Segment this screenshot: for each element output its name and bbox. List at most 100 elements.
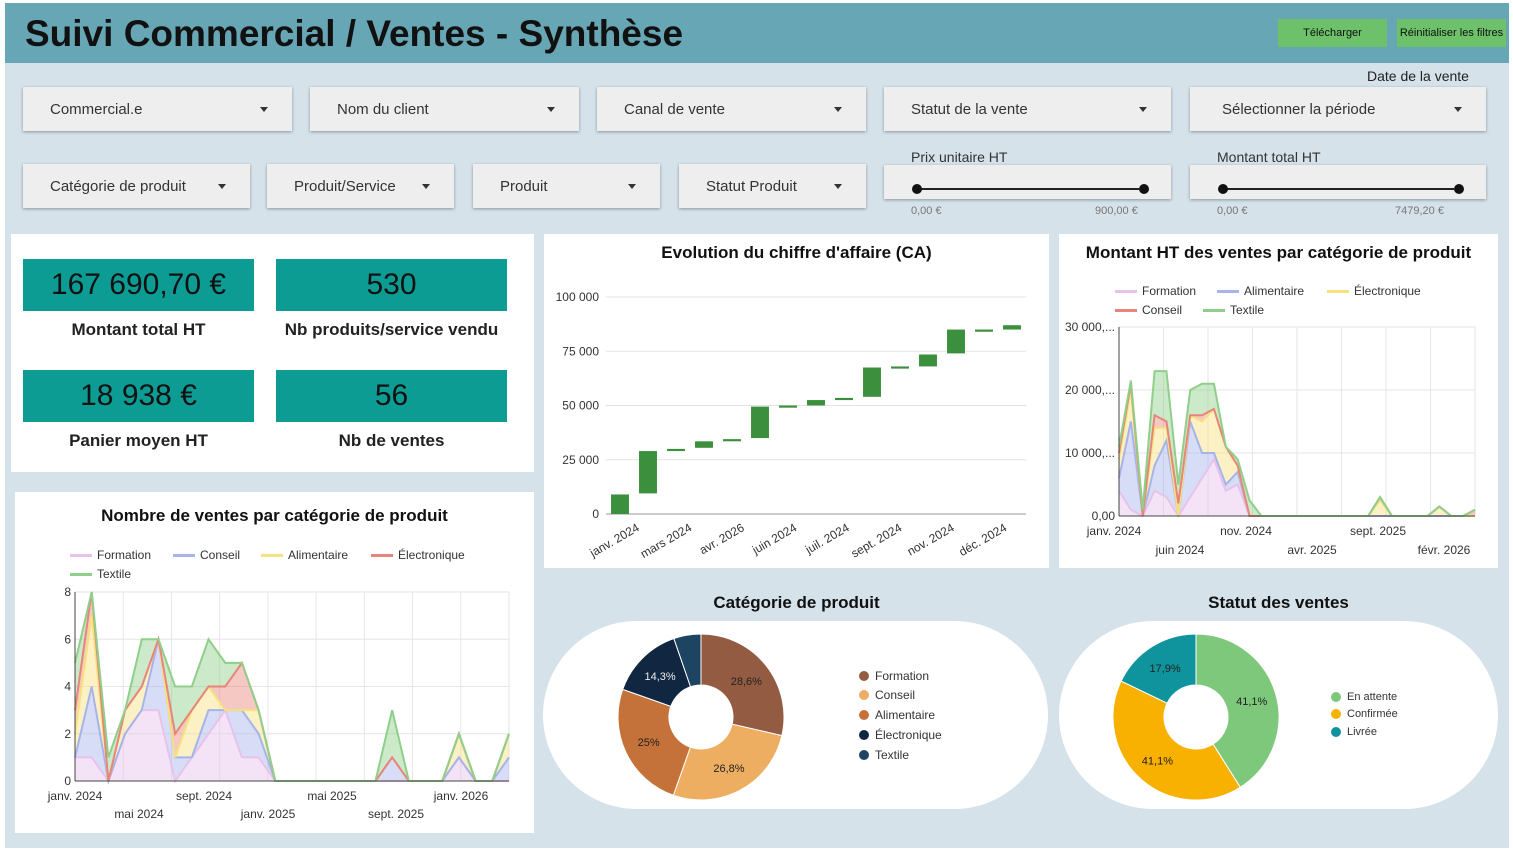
slice-textile [673,633,702,688]
legend-swatch [1115,289,1137,293]
slice-conseil [672,723,783,801]
chevron-down-icon [260,107,268,112]
x-tick-label: sept. 2024 [849,520,905,560]
categorie-chart-panel: 28,6% 26,8% 25% 14,3% Formation Conseil Ali… [543,621,1048,809]
waterfall-bar [695,441,713,448]
kpi-montant-total-label: Montant total HT [71,320,206,339]
nbventes-chart-title: Nombre de ventes par catégorie de produi… [101,506,448,525]
legend-label: Livrée [1347,726,1377,738]
kpi-panier-moyen-label: Panier moyen HT [69,431,208,450]
x-tick-label: avr. 2025 [1287,543,1337,557]
legend-dot [1331,727,1341,737]
legend-dot [859,730,869,740]
slider-min-handle[interactable] [1218,184,1228,194]
y-tick-label: 0 [64,774,71,788]
y-tick-label: 0,00 [1092,509,1116,523]
periode-dropdown[interactable]: Sélectionner la période [1190,87,1486,131]
periode-label: Sélectionner la période [1222,100,1376,118]
statut-dropdown[interactable]: Statut de la vente [884,87,1171,131]
kpi-nb-produits-label: Nb produits/service vendu [284,320,499,339]
legend-dot [1331,709,1341,719]
x-tick-label: janv. 2024 [1086,524,1142,538]
slice-confirmée [1112,680,1241,801]
waterfall-bar [667,448,685,452]
produit-service-dropdown[interactable]: Produit/Service [267,164,454,208]
legend-confirmee: Confirmée [1331,708,1398,720]
produit-dropdown[interactable]: Produit [473,164,660,208]
slider-track [1222,188,1454,190]
legend-label: Conseil [875,688,916,702]
client-dropdown[interactable]: Nom du client [310,87,579,131]
area-alimentaire [75,615,509,781]
waterfall-bar [835,397,853,401]
reset-filters-button[interactable]: Réinitialiser les filtres [1397,19,1506,47]
legend-label: Textile [875,748,910,762]
legend-label: Confirmée [1347,708,1398,720]
statut-chart-panel: 41,1% 41,1% 17,9% En attente Confirmée Liv… [1059,621,1498,809]
legend-label: Alimentaire [288,548,349,562]
download-button[interactable]: Télécharger [1278,19,1387,47]
legend-textile: Textile [859,748,909,762]
montant-min-value: 0,00 € [1217,205,1248,217]
chevron-down-icon [834,184,842,189]
legend-conseil: Conseil [1115,303,1182,317]
slice-label: 41,1% [1142,755,1173,767]
area-conseil [1119,421,1475,516]
slice-label: 17,9% [1150,663,1181,675]
legend-electronique: Électronique [371,548,465,562]
legend-label: Alimentaire [1244,284,1305,298]
waterfall-bar [779,405,797,408]
waterfall-bar [947,329,965,354]
x-tick-label: mai 2024 [114,807,164,821]
chevron-down-icon [1454,107,1462,112]
slider-min-handle[interactable] [912,184,922,194]
chevron-down-icon [628,184,636,189]
slice-alimentaire [617,688,691,796]
statut-produit-dropdown[interactable]: Statut Produit [679,164,866,208]
legend-swatch [371,553,393,557]
legend-label: Textile [1230,303,1265,317]
y-tick-label: 75 000 [562,344,599,358]
legend-swatch [1217,289,1239,293]
chevron-down-icon [547,107,555,112]
legend-swatch [173,553,195,557]
waterfall-bar [1003,325,1021,330]
waterfall-bar [807,400,825,406]
commercial-dropdown[interactable]: Commercial.e [23,87,292,131]
x-tick-label: janv. 2024 [587,520,642,560]
slice-livrée [1120,633,1197,704]
montant-label: Montant total HT [1217,149,1321,165]
y-tick-label: 2 [64,727,71,741]
chevron-down-icon [422,184,430,189]
legend-alimentaire: Alimentaire [261,548,348,562]
waterfall-bar [639,451,657,494]
legend-label: Conseil [200,548,241,562]
waterfall-bar [723,439,741,442]
commercial-label: Commercial.e [50,100,143,118]
montant-slider[interactable] [1190,165,1486,199]
x-tick-label: juin 2024 [1155,543,1205,557]
legend-label: Formation [1142,284,1197,298]
date-label: Date de la vente [1367,68,1469,84]
slice-label: 26,8% [713,763,744,775]
prix-slider[interactable] [884,165,1171,199]
montant-chart-panel: Montant HT des ventes par catégorie de p… [1059,234,1498,568]
kpi-nb-ventes-label: Nb de ventes [338,431,445,450]
categorie-dropdown[interactable]: Catégorie de produit [23,164,250,208]
legend-conseil: Conseil [859,688,915,702]
legend-formation: Formation [70,548,151,562]
legend-swatch [1115,308,1137,312]
legend-dot [859,690,869,700]
waterfall-bar [751,406,769,439]
legend-formation: Formation [859,669,929,683]
categorie-label: Catégorie de produit [50,177,186,195]
slider-max-handle[interactable] [1454,184,1464,194]
legend-label: Alimentaire [875,708,936,722]
slice-formation [700,633,785,737]
statut-chart-title: Statut des ventes [1208,593,1349,612]
legend-label: Textile [97,567,132,581]
canal-dropdown[interactable]: Canal de vente [597,87,866,131]
slider-max-handle[interactable] [1139,184,1149,194]
prix-max-value: 900,00 € [1095,205,1138,217]
legend-swatch [1327,289,1349,293]
